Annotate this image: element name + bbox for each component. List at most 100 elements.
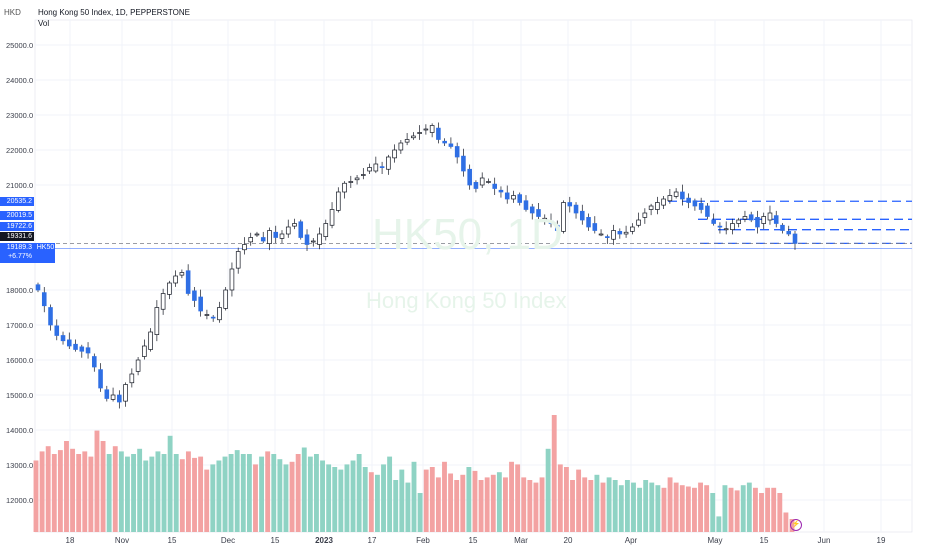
candle	[711, 219, 716, 224]
candle	[217, 307, 222, 321]
x-tick-label: 2023	[315, 536, 333, 545]
candle	[661, 198, 666, 206]
volume-bar	[125, 456, 130, 532]
volume-bar	[551, 415, 557, 532]
candle	[479, 177, 485, 186]
currency-label: HKD	[4, 8, 21, 17]
volume-bar	[57, 450, 63, 532]
x-tick-label: May	[707, 536, 722, 545]
candle	[723, 228, 729, 231]
candle	[173, 275, 178, 284]
volume-bar	[503, 477, 508, 532]
candle	[561, 202, 566, 232]
candle	[392, 149, 397, 159]
volume-bar	[314, 454, 319, 532]
volume-bar	[33, 460, 39, 532]
volume-bar	[472, 470, 478, 532]
volume-bar	[746, 482, 752, 532]
x-tick-label: Feb	[416, 536, 430, 545]
volume-bar	[442, 461, 447, 532]
candle	[655, 202, 660, 210]
candle	[160, 293, 166, 310]
lightning-icon[interactable]: ⚡	[790, 519, 802, 531]
candle	[110, 394, 116, 400]
volume-bar	[210, 464, 216, 532]
candle	[354, 177, 360, 181]
candle	[442, 140, 447, 144]
candle	[717, 225, 723, 228]
candle	[567, 202, 573, 207]
volume-bar	[704, 485, 710, 532]
volume-indicator-label[interactable]: Vol	[38, 19, 50, 28]
volume-bar	[399, 469, 405, 532]
candle	[379, 166, 385, 168]
y-tick-label: 25000.0	[6, 41, 33, 50]
volume-bar	[240, 454, 246, 532]
candle	[755, 217, 760, 228]
y-tick-label: 17000.0	[6, 321, 33, 330]
volume-bar	[582, 477, 588, 532]
candle	[192, 290, 197, 301]
candle	[473, 182, 479, 189]
x-tick-label: 18	[66, 536, 75, 545]
y-tick-label: 14000.0	[6, 426, 33, 435]
candle	[273, 231, 279, 238]
volume-bar	[356, 454, 362, 532]
volume-bar	[496, 472, 502, 532]
x-tick-label: Dec	[221, 536, 235, 545]
candle	[673, 191, 679, 197]
candle	[648, 205, 654, 210]
volume-bar	[667, 477, 673, 532]
candle	[279, 233, 285, 239]
volume-bar	[454, 480, 460, 532]
volume-bar	[570, 480, 575, 532]
candle	[73, 343, 78, 350]
volume-bar	[185, 451, 191, 532]
volume-bar	[429, 467, 435, 532]
candle	[592, 223, 598, 231]
volume-bar	[771, 487, 777, 532]
candle	[298, 221, 304, 238]
candle	[267, 230, 272, 244]
last-price-tag: 19189.3 +6.77% HK50	[0, 243, 55, 263]
volume-bar	[527, 480, 533, 532]
candle	[179, 272, 185, 276]
candle	[304, 234, 310, 245]
volume-bar	[338, 469, 344, 532]
candle	[542, 217, 548, 221]
volume-bar	[405, 482, 411, 532]
volume-bar	[344, 464, 350, 532]
volume-bar	[417, 493, 423, 532]
candle	[767, 212, 773, 221]
candle	[448, 143, 454, 147]
x-tick-label: Nov	[115, 536, 129, 545]
volume-bar	[173, 454, 179, 532]
volume-bar	[326, 464, 332, 532]
volume-bar	[216, 460, 222, 532]
candle	[630, 226, 635, 232]
candle	[104, 389, 110, 399]
x-tick-label: 15	[168, 536, 177, 545]
candle	[292, 223, 297, 227]
candle	[185, 270, 191, 294]
volume-bar	[289, 461, 295, 532]
volume-bar	[576, 469, 582, 532]
candle	[404, 139, 410, 143]
volume-bar	[320, 460, 325, 532]
candle	[617, 231, 623, 235]
candle	[454, 146, 460, 158]
candle	[742, 216, 748, 220]
candle	[386, 156, 391, 170]
candle	[429, 125, 435, 133]
volume-bar	[259, 456, 265, 532]
volume-bar	[600, 482, 606, 532]
candle	[66, 339, 72, 347]
volume-bar	[752, 487, 758, 532]
y-tick-label: 12000.0	[6, 496, 33, 505]
volume-bar	[484, 477, 490, 532]
volume-bar	[655, 485, 661, 532]
volume-bar	[393, 480, 399, 532]
candle	[285, 226, 291, 235]
volume-bar	[673, 482, 679, 532]
